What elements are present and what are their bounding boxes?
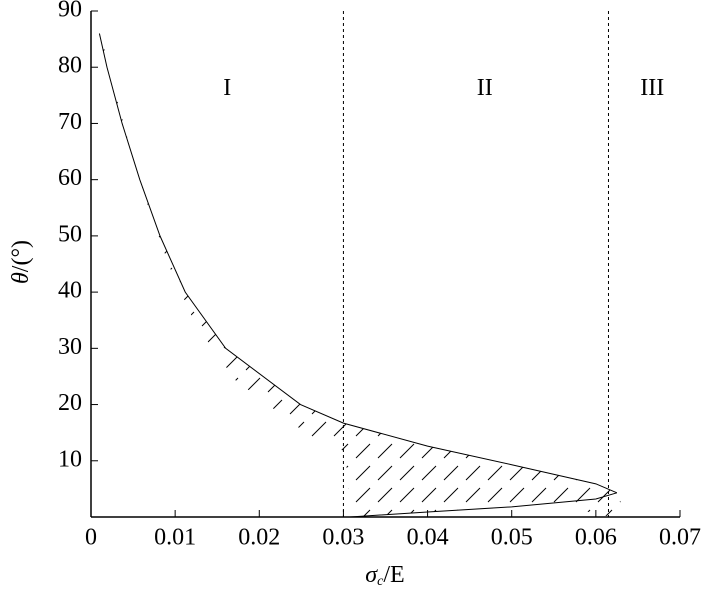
y-tick-label: 30 xyxy=(58,334,82,360)
region-label: III xyxy=(640,75,664,101)
y-tick-label: 60 xyxy=(58,165,82,191)
curve xyxy=(98,33,618,494)
region-label: I xyxy=(223,75,231,101)
y-label-rest: /(°) xyxy=(8,240,34,272)
x-tick-label: 0.03 xyxy=(322,525,364,551)
region-label: II xyxy=(477,75,493,101)
y-tick-label: 70 xyxy=(58,109,82,135)
x-tick-label: 0.01 xyxy=(154,525,196,551)
y-axis-label: θ/(°) xyxy=(8,240,34,284)
x-tick-label: 0.06 xyxy=(575,525,617,551)
x-tick-label: 0.07 xyxy=(659,525,701,551)
hatch-area xyxy=(99,33,627,517)
y-label-symbol: θ xyxy=(8,272,34,284)
x-label-rest: /E xyxy=(383,562,404,588)
y-tick-label: 80 xyxy=(58,53,82,79)
curve xyxy=(350,492,618,518)
x-tick-label: 0.02 xyxy=(238,525,280,551)
x-tick-label: 0.04 xyxy=(407,525,449,551)
y-tick-label: 20 xyxy=(58,390,82,416)
x-axis-label: σc/E xyxy=(365,562,404,590)
x-tick-label: 0.05 xyxy=(491,525,533,551)
y-tick-label: 90 xyxy=(58,0,82,23)
x-tick-label: 0 xyxy=(85,525,97,551)
y-tick-label: 50 xyxy=(58,221,82,247)
x-label-sub: c xyxy=(377,574,384,589)
y-tick-label: 40 xyxy=(58,278,82,304)
y-tick-label: 10 xyxy=(58,446,82,472)
x-label-symbol: σ xyxy=(365,562,378,588)
